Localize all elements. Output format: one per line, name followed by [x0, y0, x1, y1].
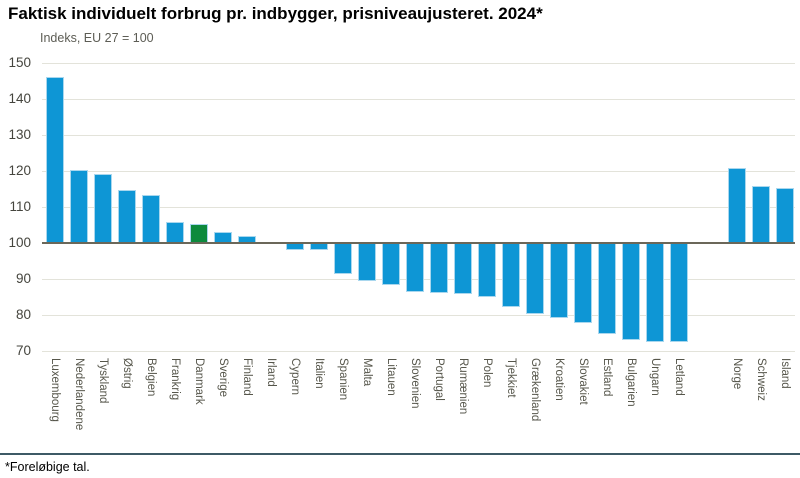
bar-belgien [142, 194, 160, 243]
x-axis-label-luxembourg: Luxembourg [49, 358, 61, 422]
bar-rumænien [454, 243, 472, 295]
bar-letland [670, 243, 688, 343]
x-axis-label-finland: Finland [241, 358, 253, 396]
bar-kroatien [550, 243, 568, 318]
bar-polen [478, 243, 496, 297]
x-axis-label-rumænien: Rumænien [457, 358, 469, 415]
x-axis-label-polen: Polen [481, 358, 493, 388]
bar-grækenland [526, 243, 544, 315]
bar-estland [598, 243, 616, 334]
bar-danmark [190, 224, 208, 243]
bar-slovenien [406, 243, 424, 292]
bar-litauen [382, 243, 400, 285]
x-axis-label-litauen: Litauen [385, 358, 397, 396]
x-axis-label-island: Island [779, 358, 791, 389]
y-tick-label: 90 [15, 271, 31, 286]
bar-tyskland [94, 173, 112, 243]
x-axis-label-italien: Italien [313, 358, 325, 389]
x-axis-label-grækenland: Grækenland [529, 358, 541, 422]
gridline-140 [42, 99, 795, 100]
x-axis-label-portugal: Portugal [433, 358, 445, 401]
y-tick-label: 110 [9, 199, 31, 214]
x-axis-label-spanien: Spanien [337, 358, 349, 401]
chart-subtitle: Indeks, EU 27 = 100 [40, 31, 154, 45]
x-axis-label-østrig: Østrig [121, 358, 133, 389]
gridline-80 [42, 315, 795, 316]
x-axis-label-frankrig: Frankrig [169, 358, 181, 401]
bar-slovakiet [574, 243, 592, 323]
bar-schweiz [752, 186, 770, 243]
x-axis-label-nederlandene: Nederlandene [73, 358, 85, 431]
x-axis-label-tjekkiet: Tjekkiet [505, 358, 517, 398]
baseline-100 [42, 242, 795, 244]
bar-portugal [430, 243, 448, 293]
bar-island [776, 187, 794, 243]
y-tick-label: 80 [15, 307, 31, 322]
x-axis: Luxembourg Nederlandene Tyskland Østrig Belg… [42, 358, 795, 453]
y-tick-label: 150 [8, 55, 31, 70]
x-axis-label-kroatien: Kroatien [553, 358, 565, 401]
bar-spanien [334, 243, 352, 275]
gridline-150 [42, 63, 795, 64]
bar-luxembourg [46, 77, 64, 243]
x-axis-label-slovenien: Slovenien [409, 358, 421, 409]
bar-nederlandene [70, 169, 88, 243]
x-axis-label-sverige: Sverige [217, 358, 229, 397]
chart-title: Faktisk individuelt forbrug pr. indbygge… [8, 4, 543, 23]
x-axis-label-danmark: Danmark [193, 358, 205, 405]
y-tick-label: 140 [8, 91, 31, 106]
x-axis-label-irland: Irland [265, 358, 277, 387]
bar-italien [310, 243, 328, 251]
bar-malta [358, 243, 376, 282]
x-axis-label-ungarn: Ungarn [649, 358, 661, 396]
x-axis-label-estland: Estland [601, 358, 613, 397]
y-tick-label: 120 [8, 163, 31, 178]
x-axis-label-letland: Letland [673, 358, 685, 396]
footer-divider [0, 453, 800, 455]
gridline-110 [42, 207, 795, 208]
bar-cypern [286, 243, 304, 251]
x-axis-label-belgien: Belgien [145, 358, 157, 397]
x-axis-label-malta: Malta [361, 358, 373, 387]
y-axis: 150 140 130 120 110 100 90 80 70 [0, 55, 37, 358]
bar-ungarn [646, 243, 664, 342]
footnote: *Foreløbige tal. [5, 460, 90, 474]
gridline-130 [42, 135, 795, 136]
bar-østrig [118, 190, 136, 243]
y-tick-label: 100 [8, 235, 31, 250]
y-tick-label: 130 [8, 127, 31, 142]
bar-bulgarien [622, 243, 640, 340]
x-axis-label-slovakiet: Slovakiet [577, 358, 589, 405]
bar-tjekkiet [502, 243, 520, 307]
x-axis-label-norge: Norge [731, 358, 743, 390]
y-tick-label: 70 [15, 343, 31, 358]
plot-area [42, 63, 795, 352]
x-axis-label-cypern: Cypern [289, 358, 301, 396]
bar-frankrig [166, 222, 184, 243]
gridline-120 [42, 171, 795, 172]
gridline-70 [42, 351, 795, 352]
x-axis-label-bulgarien: Bulgarien [625, 358, 637, 407]
x-axis-label-tyskland: Tyskland [97, 358, 109, 404]
x-axis-label-schweiz: Schweiz [755, 358, 767, 401]
bar-norge [728, 168, 746, 243]
